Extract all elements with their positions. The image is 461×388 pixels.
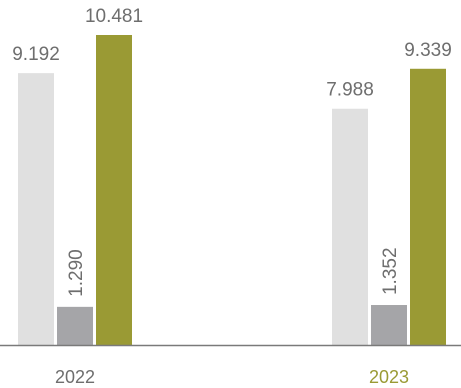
bar-2023-series-1: [332, 108, 368, 345]
bar-2022-series-2: [57, 306, 93, 345]
category-labels-group: 2022 2023: [55, 367, 409, 387]
bar-2023-series-2: [371, 305, 407, 345]
bars-group: [18, 35, 446, 345]
category-label-2023: 2023: [369, 367, 409, 387]
bar-2023-series-3: [410, 68, 446, 345]
value-label-2022-series-1: 9.192: [12, 44, 60, 65]
value-label-2022-series-2: 1.290: [66, 249, 87, 297]
value-labels-group: 9.192 1.290 10.481 7.988 1.352 9.339: [12, 6, 452, 297]
value-label-2022-series-3: 10.481: [85, 6, 143, 27]
bar-2022-series-1: [18, 73, 54, 345]
value-label-2023-series-3: 9.339: [404, 40, 452, 61]
bar-2022-series-3: [96, 35, 132, 345]
category-label-2022: 2022: [55, 367, 95, 387]
value-label-2023-series-1: 7.988: [326, 80, 374, 101]
value-label-2023-series-2: 1.352: [380, 247, 401, 295]
